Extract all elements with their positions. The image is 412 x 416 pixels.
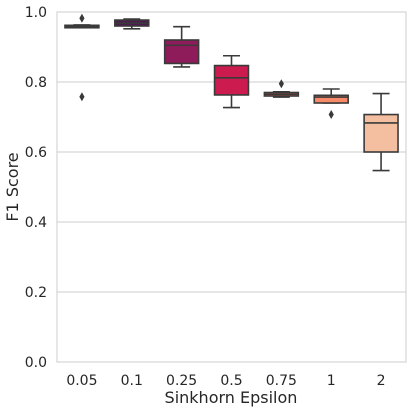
x-tick-label: 0.75 bbox=[266, 373, 297, 389]
box-1 bbox=[313, 88, 349, 120]
box-0.1 bbox=[114, 18, 150, 30]
plot-frame bbox=[56, 11, 407, 363]
y-tick-labels: 0.0 0.2 0.4 0.6 0.8 1.0 bbox=[25, 5, 47, 371]
y-tick-label: 0.0 bbox=[25, 355, 47, 371]
iqr-box bbox=[163, 39, 200, 65]
iqr-box bbox=[313, 94, 349, 104]
y-axis-label: F1 Score bbox=[3, 152, 22, 221]
x-tick-label: 0.05 bbox=[66, 373, 97, 389]
iqr-box bbox=[213, 64, 250, 96]
x-tick-label: 2 bbox=[377, 373, 386, 389]
x-tick-labels: 0.05 0.1 0.25 0.5 0.75 1 2 bbox=[66, 373, 385, 389]
box-0.25 bbox=[163, 25, 200, 68]
x-tick-label: 0.25 bbox=[166, 373, 197, 389]
x-tick-label: 0.1 bbox=[121, 373, 143, 389]
outlier-point bbox=[79, 92, 85, 102]
plot-area-border bbox=[56, 11, 407, 363]
y-tick-label: 0.4 bbox=[25, 215, 47, 231]
iqr-box bbox=[363, 113, 399, 153]
boxes-group bbox=[64, 13, 399, 172]
box-0.5 bbox=[213, 54, 250, 109]
box-0.05 bbox=[64, 13, 100, 102]
y-tick-label: 1.0 bbox=[25, 5, 47, 21]
y-tick-label: 0.6 bbox=[25, 145, 47, 161]
outlier-point bbox=[328, 110, 334, 120]
box-2 bbox=[363, 92, 399, 172]
x-tick-label: 1 bbox=[327, 373, 336, 389]
y-tick-label: 0.2 bbox=[25, 285, 47, 301]
y-tick-label: 0.8 bbox=[25, 75, 47, 91]
box-0.75 bbox=[263, 79, 300, 98]
x-axis-label: Sinkhorn Epsilon bbox=[165, 388, 298, 407]
outlier-point bbox=[278, 79, 284, 89]
outlier-point bbox=[79, 13, 85, 23]
x-tick-label: 0.5 bbox=[220, 373, 242, 389]
